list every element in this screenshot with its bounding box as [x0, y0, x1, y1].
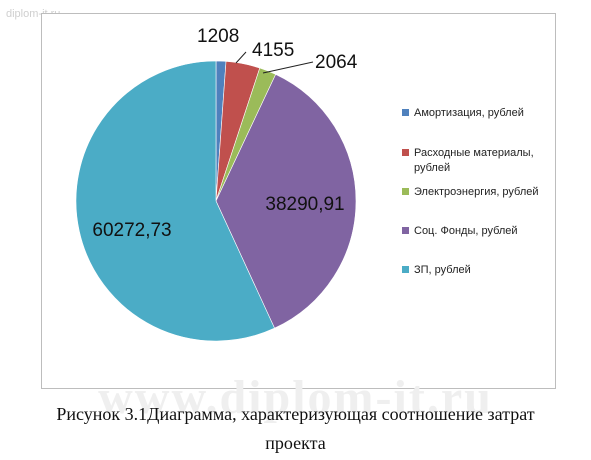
legend-swatch: [402, 188, 409, 195]
data-label-2: 4155: [252, 40, 294, 61]
leader-line-2: [235, 51, 247, 64]
data-label-1: 1208: [197, 26, 239, 47]
leader-line-3: [262, 61, 314, 74]
data-label-4: 38290,91: [265, 194, 344, 215]
legend-label: Электроэнергия, рублей: [414, 186, 539, 198]
legend-label: Расходные материалы, рублей: [414, 147, 534, 174]
legend-label: Соц. Фонды, рублей: [414, 225, 518, 237]
legend-swatch: [402, 109, 409, 116]
pie-slice-5: [75, 60, 275, 342]
pie-slice-4: [215, 73, 357, 329]
legend-label: Амортизация, рублей: [414, 107, 524, 119]
legend-swatch: [402, 227, 409, 234]
figure-caption: Рисунок 3.1Диаграмма, характеризующая со…: [56, 404, 535, 453]
watermark-site-bottom: www.diplom-it.ru: [98, 371, 493, 424]
legend-item-4: Соц. Фонды, рублей: [402, 224, 518, 239]
legend-item-3: Электроэнергия, рублей: [402, 185, 539, 200]
legend-label: ЗП, рублей: [414, 264, 471, 276]
legend-item-5: ЗП, рублей: [402, 263, 471, 278]
legend-item-1: Амортизация, рублей: [402, 106, 524, 121]
legend-item-2: Расходные материалы, рублей: [402, 146, 552, 176]
data-label-3: 2064: [315, 52, 358, 73]
legend-swatch: [402, 149, 409, 156]
legend-swatch: [402, 266, 409, 273]
data-label-5: 60272,73: [92, 220, 171, 241]
